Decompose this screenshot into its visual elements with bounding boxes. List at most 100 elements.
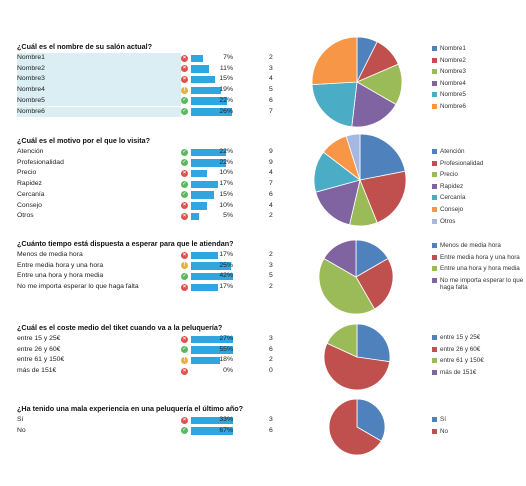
pie-slice [359, 170, 407, 224]
legend-swatch [432, 46, 437, 51]
percent-bar [191, 97, 233, 105]
answer-row: Nombre2 × 11% 3 [17, 63, 273, 75]
answer-label: más de 151€ [17, 367, 57, 375]
question-section: ¿Cuál es el nombre de su salón actual? No… [0, 36, 526, 128]
answer-count: 7 [269, 107, 273, 115]
answer-row: Entre una hora y hora media ✓ 42% 5 [17, 271, 277, 282]
legend-item: Entre media hora y una hora [432, 254, 526, 261]
legend-item: Nombre1 [432, 45, 526, 52]
pie-slice [351, 81, 397, 128]
answer-label: Atención [17, 148, 44, 155]
cross-icon: × [181, 75, 188, 83]
percent-bar-fill [191, 251, 218, 259]
percent-bar [191, 191, 233, 199]
answer-label: Nombre6 [17, 107, 45, 115]
answer-label: Nombre5 [17, 96, 45, 104]
answer-label: Nombre3 [17, 75, 45, 83]
pie-chart [311, 36, 403, 128]
answer-count: 2 [269, 283, 273, 291]
percent-bar-fill [191, 202, 207, 210]
legend-swatch [432, 218, 437, 224]
legend-label: No [440, 427, 449, 435]
answer-percent: 18% [219, 356, 233, 364]
legend-item: entre 26 y 60€ [432, 346, 526, 353]
answer-label: Entre una hora y hora media [17, 272, 104, 280]
answer-percent: 67% [219, 426, 233, 434]
answer-percent: 5% [223, 212, 233, 220]
answer-label: Rapidez [17, 180, 42, 188]
percent-bar-fill [191, 169, 207, 178]
pie-slice [311, 81, 358, 128]
percent-bar [191, 86, 233, 95]
answer-percent: 19% [219, 86, 233, 94]
legend-swatch [432, 254, 437, 260]
answer-count: 2 [269, 251, 273, 258]
legend-item: Menos de media hora [432, 242, 526, 249]
legend-label: Cercanía [440, 194, 466, 202]
answer-percent: 7% [223, 54, 233, 61]
check-icon: ✓ [181, 191, 188, 199]
pie-slice [345, 133, 361, 181]
answer-count: 3 [269, 64, 273, 72]
legend-swatch [432, 277, 437, 283]
answer-percent: 55% [219, 345, 233, 353]
legend-swatch [432, 195, 437, 201]
percent-bar [191, 159, 233, 167]
legend-label: Nombre4 [440, 79, 466, 87]
answer-percent: 17% [219, 283, 233, 291]
percent-bar-fill [191, 54, 203, 62]
pie-slice [311, 36, 358, 86]
legend-label: Profesionalidad [440, 159, 484, 167]
answer-row: No me importa esperar lo que haga falta ×… [17, 282, 277, 293]
answer-label: Consejo [17, 201, 42, 209]
pie-slice [356, 398, 386, 442]
answer-percent: 22% [219, 148, 233, 155]
percent-bar-fill [191, 427, 233, 435]
answer-row: Sí × 33% 3 [17, 415, 277, 426]
answer-row: Nombre1 × 7% 2 [17, 53, 273, 64]
answer-percent: 33% [219, 416, 233, 423]
answer-row: Menos de media hora × 17% 2 [17, 250, 277, 261]
legend-swatch [432, 103, 437, 109]
question-section: ¿Cuánto tiempo está dispuesta a esperar … [0, 239, 526, 319]
pie-slice [359, 133, 406, 181]
cross-icon: × [181, 212, 188, 220]
percent-bar-fill [191, 86, 221, 95]
legend-label: Nombre5 [440, 91, 466, 99]
chart-legend: Menos de media hora Entre media hora y un… [432, 242, 526, 295]
legend-swatch [432, 428, 437, 434]
answer-label: entre 26 y 60€ [17, 345, 61, 353]
legend-item: Nombre4 [432, 80, 526, 87]
legend-item: Nombre6 [432, 103, 526, 110]
legend-item: más de 151€ [432, 369, 526, 376]
percent-bar [191, 148, 233, 156]
legend-label: Nombre6 [440, 102, 466, 110]
answer-label: entre 61 y 150€ [17, 356, 65, 364]
chart-legend: Sí No [432, 416, 526, 439]
answer-percent: 17% [219, 251, 233, 258]
answer-count: 6 [269, 426, 273, 434]
answer-label: Sí [17, 416, 24, 423]
pie-slice [355, 257, 394, 310]
answer-label: Nombre2 [17, 64, 45, 72]
answer-count: 5 [269, 86, 273, 94]
percent-bar-fill [191, 346, 233, 354]
legend-item: Otros [432, 218, 526, 225]
legend-swatch [432, 369, 437, 375]
answer-count: 6 [269, 96, 273, 104]
legend-label: Nombre3 [440, 68, 466, 76]
percent-bar [191, 251, 233, 259]
legend-swatch [432, 149, 437, 154]
check-icon: ✓ [181, 97, 188, 105]
legend-label: Precio [440, 171, 458, 179]
pie-slice [318, 257, 376, 315]
legend-swatch [432, 243, 437, 248]
cross-icon: × [181, 169, 188, 177]
answer-row: entre 15 y 25€ × 27% 3 [17, 334, 277, 345]
answer-row: Rapidez ✓ 17% 7 [17, 179, 277, 190]
chart-legend: Atención Profesionalidad Precio Rapidez Cerc… [432, 148, 526, 229]
answer-count: 2 [269, 356, 273, 364]
answer-count: 4 [269, 169, 273, 177]
legend-label: Entre una hora y hora media [440, 265, 520, 273]
percent-bar-fill [191, 416, 233, 424]
